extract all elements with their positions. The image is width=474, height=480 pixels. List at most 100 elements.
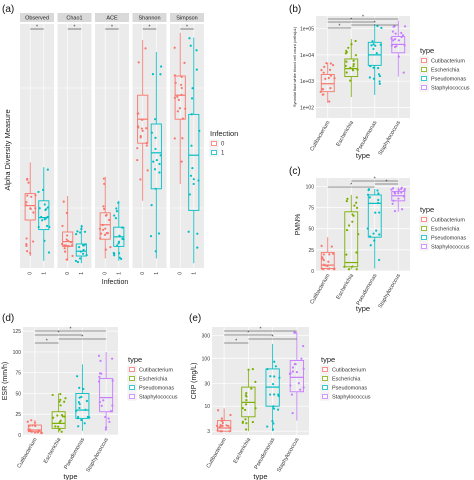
- d-pseudomonas-point: [77, 401, 81, 404]
- a-observed-sig-label: *: [36, 25, 38, 31]
- d-pseudomonas-point: [76, 415, 80, 419]
- a-simpson-group-0-point: [181, 137, 184, 140]
- d-xtick-label: Escherichia: [43, 436, 63, 464]
- a-chao1-group-1-point: [83, 230, 87, 233]
- a-observed-group-1-point: [43, 239, 46, 242]
- panel-b-tag: (b): [289, 4, 301, 15]
- d-legend-key: [127, 365, 137, 374]
- a-simpson-group-0-point: [173, 96, 177, 99]
- a-simpson-xtick-label: 1: [191, 272, 197, 275]
- b-xtick-label: Escherichia: [336, 119, 356, 147]
- b-sig-label: *: [339, 24, 341, 30]
- c-cutibacterium-point: [322, 253, 325, 256]
- a-shannon-xtick-label: 0: [140, 272, 146, 275]
- b-staphylococcus-point: [391, 30, 395, 33]
- e-cutibacterium-point: [229, 413, 232, 417]
- e-staphylococcus-point: [291, 370, 295, 373]
- e-cutibacterium-group: [215, 408, 232, 433]
- a-chao1-sig-label: *: [74, 25, 76, 31]
- e-sig-label: *: [272, 335, 274, 341]
- d-escherichia-point: [57, 425, 60, 428]
- e-escherichia-point: [244, 408, 247, 412]
- b-pseudomonas-point: [374, 44, 377, 47]
- e-xtick-label: Pseudomonas: [254, 437, 277, 471]
- c-ytick-label: 100: [306, 184, 315, 190]
- c-cutibacterium-point: [331, 252, 335, 255]
- d-panel-background: [23, 327, 118, 435]
- a-chao1-group-1-point: [82, 244, 85, 247]
- a-simpson-group-0-point: [180, 86, 183, 90]
- b-cutibacterium-point: [331, 64, 335, 67]
- a-shannon-group-0-group: [136, 40, 149, 201]
- d-pseudomonas-point: [86, 415, 89, 419]
- e-sig-label: *: [247, 331, 249, 337]
- a-observed-group-0-point: [26, 250, 29, 253]
- a-ace-group-1-point: [118, 234, 121, 237]
- d-staphylococcus-point: [110, 357, 114, 360]
- e-ytick-label: 300: [202, 333, 211, 339]
- e-staphylococcus-box: [289, 360, 304, 393]
- d-ytick-label: 100: [13, 350, 22, 356]
- e-xtick-label: Escherichia: [233, 436, 253, 464]
- d-yaxis-title: ESR (mm/h): [2, 362, 9, 401]
- b-cutibacterium-point: [323, 65, 326, 68]
- a-shannon-group-1-point: [151, 73, 155, 76]
- a-simpson-group-0-point: [176, 95, 179, 98]
- a-legend-key: [209, 148, 219, 157]
- e-pseudomonas-point: [278, 376, 281, 379]
- d-pseudomonas-point: [82, 387, 85, 391]
- c-cutibacterium-point: [321, 256, 324, 259]
- d-pseudomonas-box: [75, 393, 90, 419]
- a-simpson-group-0-point: [180, 93, 183, 96]
- a-chao1-panel-background: [57, 24, 92, 268]
- d-cutibacterium-point: [26, 420, 29, 423]
- b-pseudomonas-point: [372, 77, 376, 80]
- e-escherichia-point: [245, 422, 248, 425]
- b-pseudomonas-point: [368, 76, 371, 79]
- b-pseudomonas-point: [372, 47, 375, 51]
- a-ace-group-0-point: [101, 223, 104, 227]
- a-ace-group-0-point: [103, 233, 107, 236]
- c-cutibacterium-point: [320, 267, 324, 270]
- b-pseudomonas-point: [380, 26, 383, 29]
- b-cutibacterium-group: [319, 62, 336, 103]
- a-ace-group-1-point: [117, 242, 120, 245]
- b-legend-label: Escherichia: [431, 68, 460, 74]
- d-pseudomonas-point: [80, 418, 83, 422]
- b-cutibacterium-point: [320, 68, 323, 72]
- e-escherichia-point: [250, 387, 253, 390]
- a-observed-group-0-point: [30, 195, 33, 198]
- a-chao1-group-1-point: [76, 260, 80, 264]
- a-shannon-group-0-point: [141, 118, 144, 121]
- a-chao1-group-1-box: [75, 243, 87, 257]
- e-staphylococcus-point: [291, 366, 295, 369]
- d-staphylococcus-point: [100, 404, 103, 407]
- a-chao1-group-0-point: [67, 239, 70, 243]
- b-staphylococcus-point: [397, 55, 400, 58]
- a-ace-group-0-point: [103, 207, 106, 211]
- a-simpson-group-0-point: [181, 117, 185, 120]
- b-staphylococcus-point: [403, 25, 407, 28]
- d-cutibacterium-point: [28, 424, 31, 427]
- a-simpson-group-0-point: [184, 107, 187, 110]
- d-cutibacterium-point: [33, 421, 37, 424]
- a-simpson-group-1-point: [192, 182, 195, 186]
- b-pseudomonas-box: [367, 41, 382, 66]
- b-staphylococcus-point: [402, 71, 405, 74]
- c-staphylococcus-point: [402, 195, 405, 198]
- a-simpson-group-0-group: [173, 32, 187, 184]
- b-pseudomonas-point: [378, 80, 381, 83]
- d-staphylococcus-point: [109, 410, 113, 413]
- d-staphylococcus-point: [97, 354, 101, 357]
- e-escherichia-point: [254, 380, 257, 383]
- d-escherichia-point: [64, 397, 67, 400]
- panel-a-tag: (a): [2, 4, 14, 15]
- d-escherichia-point: [59, 392, 62, 396]
- b-staphylococcus-point: [403, 44, 406, 47]
- a-ace-group-0-point: [103, 182, 106, 186]
- e-escherichia-point: [245, 399, 248, 402]
- a-simpson-group-0-point: [177, 98, 180, 101]
- d-sig-label: *: [81, 335, 83, 341]
- b-pseudomonas-point: [369, 65, 372, 68]
- c-escherichia-group: [343, 194, 360, 271]
